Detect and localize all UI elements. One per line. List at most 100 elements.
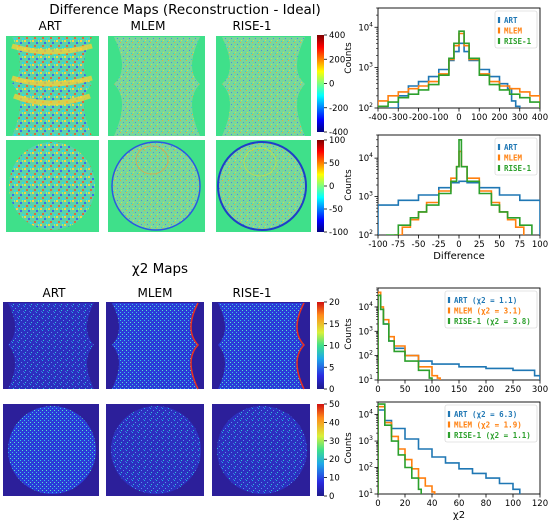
y-tick-label: 103 (358, 325, 373, 337)
x-tick-label: 400 (532, 113, 548, 123)
diff-map-mlem-row1 (108, 36, 205, 136)
diff-map-art-row2 (6, 140, 99, 232)
x-tick-label: 250 (505, 385, 521, 395)
x-tick-label: 100 (505, 499, 521, 509)
colorbar-tick-label: 0 (329, 385, 334, 395)
y-tick-label: 104 (358, 301, 373, 313)
legend-label: ART (χ2 = 1.1) (454, 296, 517, 305)
colorbar-tick-label: 200 (329, 55, 345, 65)
colorbar-tick-label: -400 (329, 128, 348, 138)
x-tick-label: -75 (391, 240, 405, 250)
x-tick-label: 200 (491, 113, 507, 123)
legend-label: ART (504, 143, 518, 152)
diff-col-label-mlem: MLEM (131, 19, 166, 33)
x-tick-label: 75 (514, 240, 525, 250)
chi-col-label-mlem: MLEM (138, 286, 173, 300)
y-axis-label: Counts (344, 42, 354, 74)
series-rise1-line (386, 139, 533, 235)
x-tick-label: 40 (427, 499, 438, 509)
chi-col-label-art: ART (42, 286, 66, 300)
x-axis-label: χ2 (453, 510, 465, 521)
x-tick-label: 20 (400, 499, 411, 509)
x-tick-label: 150 (451, 385, 467, 395)
legend-box (494, 137, 538, 176)
x-tick-label: -400 (368, 113, 387, 123)
series-rise1-line (378, 30, 540, 108)
series-rise1-line (378, 294, 433, 380)
colorbar-tick-label: -100 (329, 228, 348, 238)
chi-map-art-row1 (3, 302, 99, 389)
legend-label: RISE-1 (504, 164, 532, 173)
legend-label: RISE-1 (χ2 = 1.1) (454, 431, 531, 440)
x-tick-label: 100 (424, 385, 440, 395)
y-tick-label: 103 (358, 191, 373, 203)
colorbar-tick-label: 400 (329, 31, 345, 41)
y-tick-label: 102 (358, 462, 373, 474)
histogram-chi-row1: 101 102 103 104 0 50 100 150 200 250 300 Counts ART … (344, 287, 548, 395)
y-tick-label: 103 (358, 62, 373, 74)
chi-map-art-row2 (3, 404, 99, 496)
x-tick-label: 60 (454, 499, 465, 509)
histogram-difference-row1: 102 103 104 -400 -300 -200 -100 0 100 200 300 400 Co… (344, 7, 548, 123)
colorbar-tick-label: 0 (329, 80, 334, 90)
diff-map-art-row1 (6, 36, 99, 136)
diff-map-mlem-row2 (108, 140, 205, 232)
x-tick-label: 120 (532, 499, 548, 509)
chi-colorbar-row1 (317, 302, 324, 389)
chi-col-label-rise1: RISE-1 (232, 286, 271, 300)
x-tick-label: -300 (389, 113, 408, 123)
diff-colorbar-row1 (317, 35, 324, 132)
histogram-chi-row2: 101 102 103 104 0 20 40 60 80 100 120 Counts χ2 ART (… (344, 401, 548, 521)
x-tick-label: 0 (375, 499, 380, 509)
diff-map-rise1-row1 (216, 36, 311, 136)
x-tick-label: 300 (512, 113, 528, 123)
chi-map-rise1-row2 (212, 404, 310, 496)
y-tick-label: 102 (358, 229, 373, 241)
x-tick-label: 100 (471, 113, 487, 123)
colorbar-tick-label: 10 (329, 342, 340, 352)
diff-colorbar-row2-ticks: 100 50 0 -50 -100 (324, 136, 348, 238)
diff-col-label-rise1: RISE-1 (232, 19, 271, 33)
chi-colorbar-row1-ticks: 20 15 10 5 0 (324, 298, 340, 395)
legend-label: RISE-1 (504, 37, 532, 46)
chi-map-mlem-row1 (106, 302, 204, 390)
series-art-line (378, 180, 540, 235)
diff-colorbar-row2 (317, 140, 324, 232)
chi-colorbar-row2 (317, 404, 324, 496)
legend-box (444, 404, 538, 443)
histogram-difference-row2: 102 103 104 -100 -75 -50 -25 0 25 50 75 100 Counts Di… (344, 134, 548, 262)
y-tick-label: 102 (358, 102, 373, 114)
colorbar-tick-label: 40 (329, 418, 340, 428)
colorbar-tick-label: 50 (329, 159, 340, 169)
x-tick-label: 80 (481, 499, 492, 509)
legend-label: MLEM (504, 154, 523, 163)
chi-maps-title: χ2 Maps (132, 261, 188, 277)
x-tick-label: 200 (478, 385, 494, 395)
legend-label: RISE-1 (χ2 = 3.8) (454, 317, 531, 326)
series-mlem-line (378, 405, 436, 494)
legend-label: MLEM (χ2 = 3.1) (454, 307, 522, 316)
y-axis-label: Counts (344, 169, 354, 201)
y-tick-label: 101 (358, 488, 373, 500)
colorbar-tick-label: 15 (329, 320, 340, 330)
colorbar-tick-label: 50 (329, 400, 340, 410)
legend-label: ART (504, 16, 518, 25)
x-tick-label: -25 (432, 240, 446, 250)
colorbar-tick-label: 100 (329, 136, 345, 146)
y-tick-label: 101 (358, 374, 373, 386)
chi-map-mlem-row2 (106, 404, 204, 496)
x-tick-label: -200 (409, 113, 428, 123)
x-tick-label: 0 (456, 240, 461, 250)
y-tick-label: 104 (358, 21, 373, 33)
legend-label: MLEM (χ2 = 1.9) (454, 421, 522, 430)
legend-box (444, 290, 538, 329)
colorbar-tick-label: -50 (329, 205, 343, 215)
y-axis-label: Counts (344, 432, 354, 464)
x-tick-label: -100 (429, 113, 448, 123)
y-axis-label: Counts (344, 318, 354, 350)
y-tick-label: 104 (358, 152, 373, 164)
x-tick-label: 0 (456, 113, 461, 123)
diff-colorbar-row1-ticks: 400 200 0 -200 -400 (324, 31, 348, 138)
legend-label: ART (χ2 = 6.3) (454, 410, 517, 419)
